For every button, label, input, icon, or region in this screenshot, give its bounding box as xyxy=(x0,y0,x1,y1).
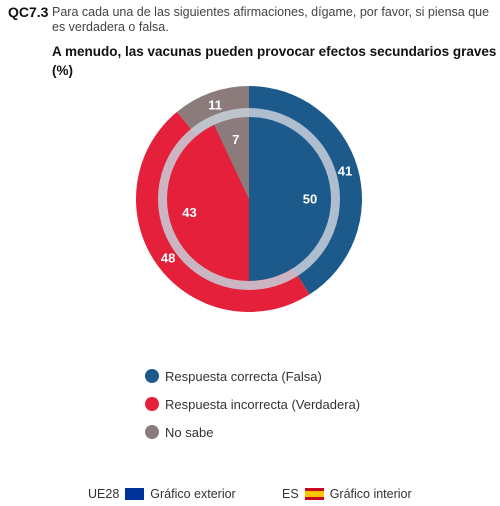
outer-label-correct: 41 xyxy=(338,164,352,179)
footer-inner: ES Gráfico interior xyxy=(282,487,412,501)
pie-chart: 41 48 11 50 43 7 xyxy=(136,86,362,312)
legend-label-dontknow: No sabe xyxy=(165,424,214,440)
footer-outer-code: UE28 xyxy=(88,487,120,501)
chart-title: A menudo, las vacunas pueden provocar ef… xyxy=(52,42,500,80)
separator-ring xyxy=(158,108,340,290)
inner-slice-incorrect xyxy=(167,124,249,281)
question-text: Para cada una de las siguientes afirmaci… xyxy=(52,5,490,34)
inner-slice-dontknow xyxy=(214,117,249,199)
legend-item-incorrect: Respuesta incorrecta (Verdadera) xyxy=(145,390,360,418)
inner-label-dontknow: 7 xyxy=(232,132,239,147)
chart-title-unit: (%) xyxy=(52,63,73,78)
inner-slice-correct xyxy=(249,117,331,281)
footer-outer-label: Gráfico exterior xyxy=(150,487,236,501)
legend-label-incorrect: Respuesta incorrecta (Verdadera) xyxy=(165,396,361,412)
inner-label-incorrect: 43 xyxy=(182,205,196,220)
eu-flag-icon xyxy=(125,488,145,500)
legend-swatch-correct xyxy=(145,369,159,383)
question-code: QC7.3 xyxy=(8,4,49,20)
legend-item-dontknow: No sabe xyxy=(145,418,360,446)
outer-label-incorrect: 48 xyxy=(161,250,175,265)
outer-label-dontknow: 11 xyxy=(208,97,222,112)
legend-swatch-dontknow xyxy=(145,425,159,439)
legend: Respuesta correcta (Falsa) Respuesta inc… xyxy=(145,362,360,446)
inner-label-correct: 50 xyxy=(303,192,317,207)
legend-swatch-incorrect xyxy=(145,397,159,411)
footer-outer: UE28 Gráfico exterior xyxy=(88,487,236,501)
footer-inner-code: ES xyxy=(282,487,299,501)
spain-flag-icon xyxy=(304,488,324,500)
footer-inner-label: Gráfico interior xyxy=(329,487,412,501)
legend-item-correct: Respuesta correcta (Falsa) xyxy=(145,362,360,390)
legend-label-correct: Respuesta correcta (Falsa) xyxy=(165,368,322,384)
chart-title-line1: A menudo, las vacunas pueden provocar ef… xyxy=(52,44,497,59)
